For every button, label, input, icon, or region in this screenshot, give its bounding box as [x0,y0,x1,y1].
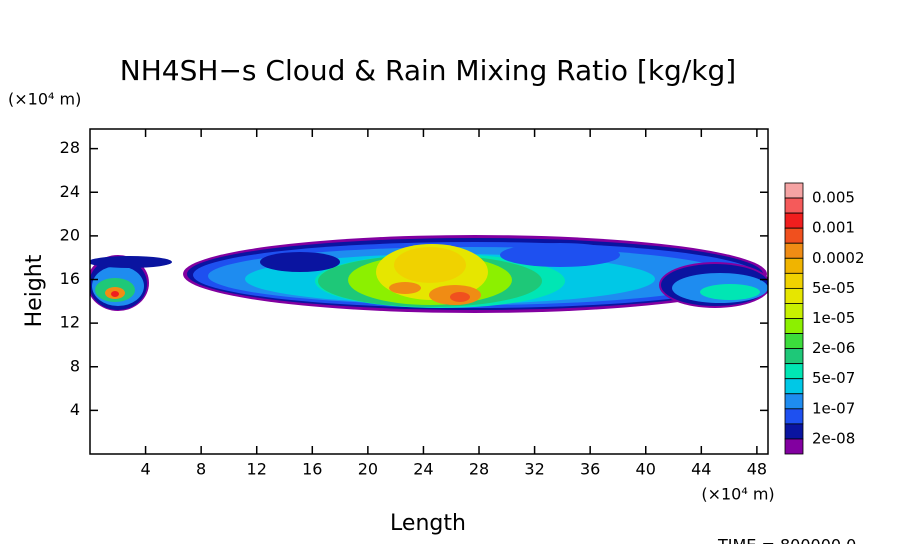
contour-region [389,282,421,294]
colorbar-swatch [784,257,804,274]
x-tick-label: 28 [469,460,489,479]
y-tick-label: 20 [60,225,80,244]
y-unit: (×10⁴ m) [8,90,81,109]
contour-region [394,247,466,283]
colorbar-label: 5e-05 [812,279,855,297]
colorbar-swatch [784,363,804,380]
colorbar-label: 2e-08 [812,429,855,447]
x-tick-label: 4 [140,460,150,479]
x-tick-label: 12 [247,460,267,479]
x-tick-label: 48 [747,460,767,479]
colorbar-swatch [784,348,804,365]
contour-region [90,256,172,268]
contour-region [260,252,340,272]
colorbar-swatch [784,272,804,289]
x-tick-label: 44 [691,460,711,479]
x-unit: (×10⁴ m) [701,485,774,504]
colorbar-swatch [784,287,804,304]
y-axis-label: Height [22,254,47,327]
x-tick-label: 8 [196,460,206,479]
colorbar-label: 0.0002 [812,249,865,267]
colorbar-label: 5e-07 [812,369,855,387]
y-tick-label: 12 [60,313,80,332]
colorbar-swatch [784,197,804,214]
contour-region [450,292,470,302]
colorbar-swatch [784,242,804,259]
x-tick-label: 40 [636,460,656,479]
y-tick-label: 8 [70,356,80,375]
x-tick-label: 36 [580,460,600,479]
contour-region [500,243,620,267]
y-tick-label: 28 [60,138,80,157]
y-tick-label: 16 [60,269,80,288]
contour-region [700,284,760,300]
y-tick-label: 24 [60,182,80,201]
x-tick-label: 16 [302,460,322,479]
x-tick-label: 32 [524,460,544,479]
time-annotation: TIME = 800000.0 [717,536,856,544]
colorbar-swatch [784,212,804,229]
colorbar-swatch [784,408,804,425]
colorbar-label: 0.001 [812,219,855,237]
plot-frame [89,128,769,455]
colorbar-label: 1e-07 [812,399,855,417]
colorbar-swatch [784,318,804,334]
colorbar-swatch [784,378,804,395]
colorbar-swatch [784,227,804,244]
colorbar-label: 0.005 [812,189,855,207]
colorbar-swatch [784,438,804,455]
colorbar-swatch [784,393,804,410]
x-tick-label: 20 [358,460,378,479]
colorbar-swatch [784,182,804,199]
x-axis-label: Length [390,511,466,536]
contour-field [90,235,768,313]
colorbar-label: 2e-06 [812,339,855,357]
colorbar-swatch [784,303,804,319]
contour-region [111,291,119,297]
x-tick-label: 24 [413,460,433,479]
colorbar-swatch [784,333,804,350]
y-tick-label: 4 [70,400,80,419]
colorbar-swatch [784,423,804,440]
chart-title: NH4SH−s Cloud & Rain Mixing Ratio [kg/kg… [120,54,736,87]
colorbar-label: 1e-05 [812,309,855,327]
